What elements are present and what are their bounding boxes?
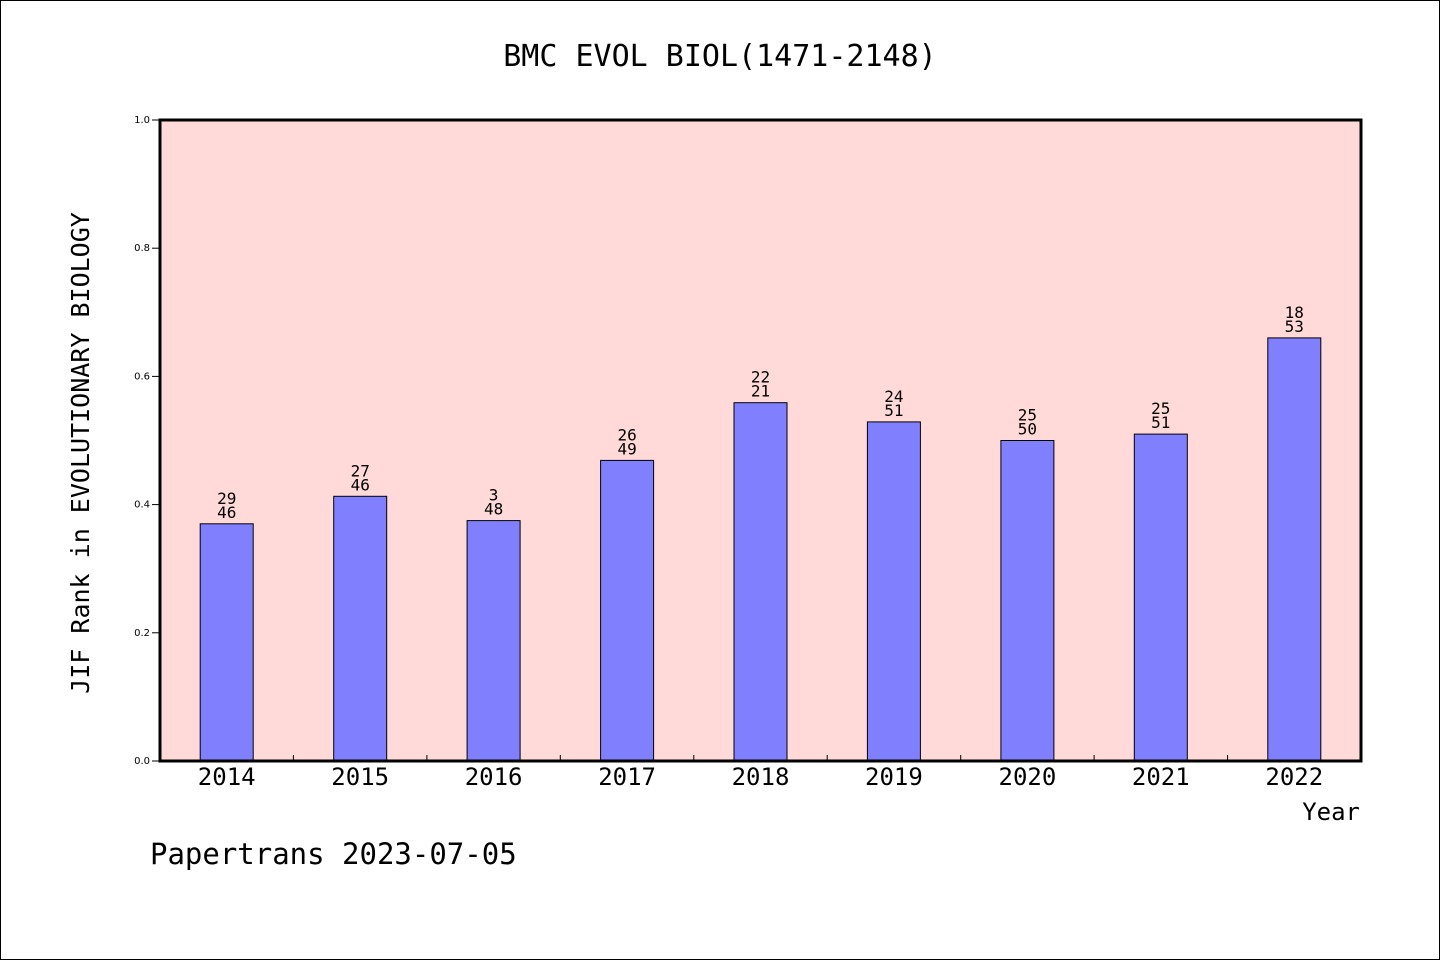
bar-2017: [600, 459, 655, 762]
x-axis-ticks: 2014 2015 2016 2017 2018 2019 2020 2021 2022: [198, 755, 1323, 791]
x-tick-label-2014: 2014: [198, 763, 256, 791]
bar-label-bottom-2019: 51: [884, 401, 903, 420]
x-tick-label-2020: 2020: [999, 763, 1057, 791]
y-axis-label: JIF Rank in EVOLUTIONARY BIOLOGY: [66, 212, 95, 694]
x-tick-label-2017: 2017: [598, 763, 656, 791]
bar-label-bottom-2017: 49: [617, 439, 636, 458]
bar-label-top-2022: 18: [1285, 303, 1304, 322]
y-tick-label-0: 0.0: [134, 756, 150, 767]
bar-label-bottom-2018: 21: [751, 382, 770, 401]
x-axis-label: Year: [1302, 798, 1360, 826]
bar-2022: [1267, 337, 1322, 762]
bar-label-top-2016: 3: [489, 486, 499, 505]
bar-label-bottom-2020: 50: [1018, 420, 1037, 439]
y-tick-label-5: 1.0: [134, 115, 150, 126]
bar-label-bottom-2014: 46: [217, 503, 236, 522]
x-tick-label-2022: 2022: [1265, 763, 1323, 791]
chart-title: BMC EVOL BIOL(1471-2148): [503, 39, 936, 74]
bar-label-top-2017: 26: [617, 425, 636, 444]
x-tick-label-2018: 2018: [732, 763, 790, 791]
bar-label-top-2021: 25: [1151, 399, 1170, 418]
bars-layer: [199, 337, 1322, 762]
x-tick-label-2015: 2015: [331, 763, 389, 791]
x-tick-label-2019: 2019: [865, 763, 923, 791]
bar-label-bottom-2016: 48: [484, 500, 503, 519]
bar-label-top-2014: 29: [217, 489, 236, 508]
bar-label-top-2018: 22: [751, 368, 770, 387]
bar-label-bottom-2015: 46: [351, 475, 370, 494]
bar-2021: [1133, 433, 1188, 762]
x-tick-label-2021: 2021: [1132, 763, 1190, 791]
bar-2020: [1000, 440, 1055, 762]
x-tick-label-2016: 2016: [465, 763, 523, 791]
bar-2019: [866, 421, 921, 762]
y-tick-label-2: 0.4: [134, 500, 150, 511]
y-tick-label-1: 0.2: [134, 628, 150, 639]
bar-label-bottom-2021: 51: [1151, 413, 1170, 432]
y-tick-label-3: 0.6: [134, 371, 150, 382]
bar-2014: [199, 523, 254, 762]
footer-watermark: Papertrans 2023-07-05: [150, 837, 517, 871]
bar-2016: [466, 520, 521, 762]
bar-label-top-2015: 27: [351, 461, 370, 480]
plot-border: [158, 118, 1363, 763]
y-tick-label-4: 0.8: [134, 243, 150, 254]
bar-label-bottom-2022: 53: [1285, 317, 1304, 336]
bar-label-top-2020: 25: [1018, 406, 1037, 425]
bar-label-top-2019: 24: [884, 387, 903, 406]
bar-2018: [733, 402, 788, 762]
y-axis-ticks: 0.0 0.2 0.4 0.6 0.8 1.0: [134, 115, 160, 767]
bar-2015: [333, 495, 388, 762]
